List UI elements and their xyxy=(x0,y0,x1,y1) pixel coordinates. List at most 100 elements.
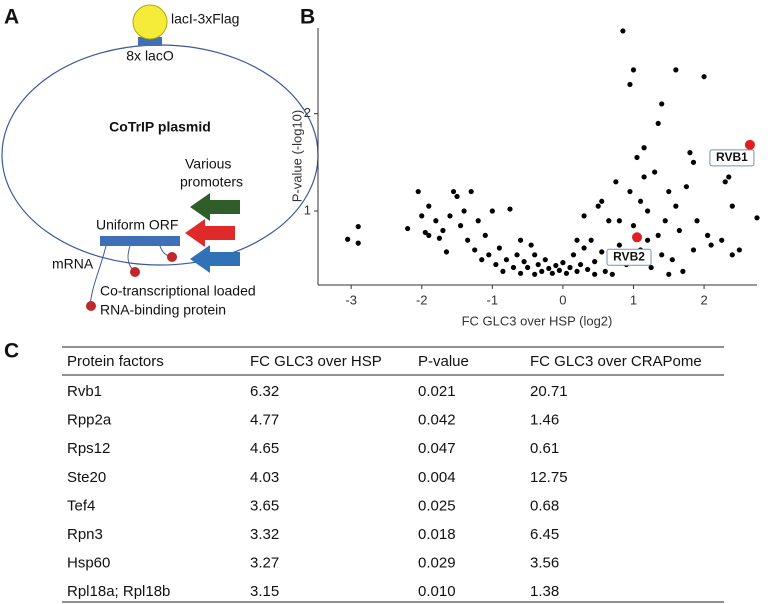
rbp xyxy=(167,252,177,262)
point xyxy=(673,203,679,209)
label: mRNA xyxy=(52,256,94,272)
point xyxy=(563,270,570,276)
table-cell: Hsp60 xyxy=(67,555,110,572)
point xyxy=(570,252,577,258)
point xyxy=(704,232,711,238)
point xyxy=(655,232,661,238)
point xyxy=(659,101,665,107)
panel-label: A xyxy=(4,6,19,29)
point xyxy=(472,247,478,253)
point xyxy=(687,150,693,156)
promoter-arrow xyxy=(190,245,240,273)
table-cell: 0.61 xyxy=(530,440,559,457)
highlight-label: RVB2 xyxy=(613,249,645,263)
point xyxy=(627,188,633,195)
point xyxy=(726,174,732,180)
table-cell: 0.021 xyxy=(418,383,456,400)
x-tick-label: -1 xyxy=(487,292,499,307)
table-header: Protein factors xyxy=(67,353,164,370)
point xyxy=(549,270,555,276)
point xyxy=(659,252,665,258)
table-cell: 0.042 xyxy=(418,412,456,429)
point xyxy=(503,257,510,263)
point xyxy=(517,270,524,276)
mrna xyxy=(89,245,107,307)
table-cell: 3.27 xyxy=(250,555,279,572)
table-cell: 0.004 xyxy=(418,469,456,486)
point xyxy=(708,242,714,248)
point xyxy=(422,229,428,236)
table-cell: 6.32 xyxy=(250,383,279,400)
label: promoters xyxy=(180,174,243,190)
point xyxy=(645,208,651,214)
table-cell: Rpn3 xyxy=(67,526,103,543)
point xyxy=(553,262,559,269)
label: Uniform ORF xyxy=(96,217,178,233)
highlight-label: RVB1 xyxy=(716,150,748,164)
point xyxy=(701,74,707,80)
point xyxy=(616,218,622,224)
point xyxy=(450,188,457,195)
point xyxy=(729,203,735,209)
table-cell: 0.025 xyxy=(418,497,456,514)
y-tick-label: 1 xyxy=(304,202,311,217)
point xyxy=(517,237,524,243)
table-cell: Tef4 xyxy=(67,497,95,514)
point xyxy=(652,169,658,175)
point xyxy=(355,223,361,230)
point xyxy=(585,266,591,273)
point xyxy=(592,271,598,277)
point xyxy=(662,218,668,224)
point xyxy=(676,227,682,234)
point xyxy=(602,268,608,274)
point xyxy=(405,225,411,232)
point xyxy=(669,257,675,263)
point xyxy=(616,242,622,248)
point xyxy=(528,242,534,248)
point xyxy=(666,271,672,277)
table-cell: 12.75 xyxy=(530,469,568,486)
point xyxy=(694,218,700,224)
point xyxy=(556,267,562,273)
promoter-arrow xyxy=(190,193,240,221)
point xyxy=(539,268,545,274)
table-cell: 0.010 xyxy=(418,583,456,600)
point xyxy=(426,232,432,238)
point xyxy=(489,208,495,214)
point xyxy=(532,271,538,277)
point xyxy=(415,188,421,195)
point xyxy=(525,264,531,271)
x-tick-label: -2 xyxy=(416,292,428,307)
table-cell: Ste20 xyxy=(67,469,106,486)
point xyxy=(599,198,605,204)
point xyxy=(535,261,541,268)
point xyxy=(645,237,651,243)
point xyxy=(630,67,637,73)
table-header: FC GLC3 over CRAPome xyxy=(530,353,702,370)
point xyxy=(666,188,672,195)
table-cell: 0.047 xyxy=(418,440,456,457)
point xyxy=(532,252,538,258)
table-cell: 0.68 xyxy=(530,497,559,514)
point xyxy=(641,145,647,151)
y-axis-label: P-value (-log10) xyxy=(289,110,304,203)
x-tick-label: 2 xyxy=(700,292,707,307)
point xyxy=(637,198,644,204)
y-tick-label: 2 xyxy=(304,105,311,120)
highlight-label-box xyxy=(709,149,755,167)
table-cell: 1.46 xyxy=(530,412,559,429)
point xyxy=(683,184,690,190)
point xyxy=(599,249,605,255)
point xyxy=(436,235,442,241)
point xyxy=(754,215,760,221)
x-tick-label: 1 xyxy=(630,292,637,307)
label: lacI-3xFlag xyxy=(171,11,239,27)
point xyxy=(574,237,580,243)
orf-bar xyxy=(100,236,180,246)
point xyxy=(673,67,679,73)
highlight-label-box xyxy=(606,248,652,266)
table-cell: 3.65 xyxy=(250,497,279,514)
point xyxy=(510,264,517,271)
point xyxy=(447,213,453,219)
promoter-arrow xyxy=(185,219,235,247)
